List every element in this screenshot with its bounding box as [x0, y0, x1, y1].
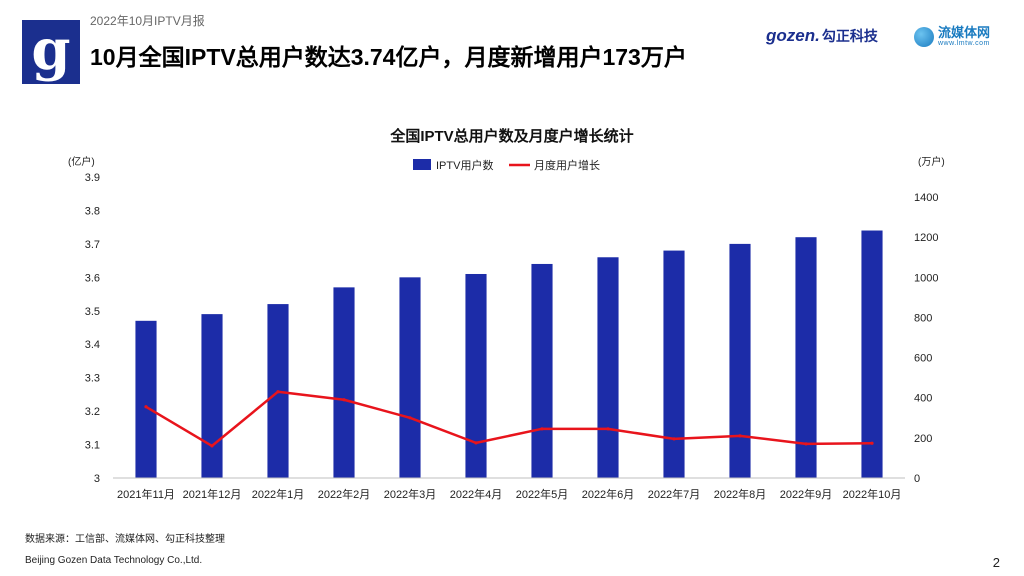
- bar-iptv-users: [531, 263, 553, 478]
- y-left-tick: 3.8: [85, 205, 100, 217]
- lmtw-brand-url: www.lmtw.com: [938, 40, 990, 47]
- x-tick-label: 2022年10月: [843, 487, 902, 501]
- point-monthly-growth: [870, 441, 874, 445]
- x-tick-label: 2022年4月: [450, 487, 503, 501]
- point-monthly-growth: [540, 427, 544, 431]
- bar-iptv-users: [729, 243, 751, 478]
- y-left-tick: 3.3: [85, 373, 100, 385]
- y-right-tick: 200: [914, 433, 932, 445]
- company-name: Beijing Gozen Data Technology Co.,Ltd.: [25, 555, 203, 566]
- y-left-tick: 3.6: [85, 272, 100, 284]
- y-left-tick: 3.2: [85, 406, 100, 418]
- gozen-brand-cn: 勾正科技: [821, 28, 878, 44]
- data-source-note: 数据来源：工信部、流媒体网、勾正科技整理: [25, 534, 225, 545]
- y-right-unit: (万户): [918, 155, 945, 168]
- legend-label-bar: IPTV用户数: [436, 158, 493, 172]
- y-left-tick: 3.1: [85, 440, 100, 452]
- x-tick-label: 2021年12月: [183, 487, 242, 501]
- x-tick-label: 2021年11月: [117, 487, 175, 501]
- point-monthly-growth: [210, 444, 214, 448]
- x-tick-label: 2022年3月: [384, 487, 437, 501]
- y-left-tick: 3.4: [85, 339, 100, 351]
- bar-iptv-users: [135, 320, 157, 478]
- y-right-tick: 400: [914, 393, 932, 405]
- bar-iptv-users: [663, 250, 685, 478]
- report-label: 2022年10月IPTV月报: [90, 14, 205, 28]
- point-monthly-growth: [804, 442, 808, 446]
- legend-label-line: 月度用户增长: [534, 158, 600, 172]
- lmtw-logo-icon: [914, 26, 934, 47]
- x-tick-label: 2022年8月: [714, 487, 767, 501]
- bar-iptv-users: [399, 277, 421, 478]
- point-monthly-growth: [672, 437, 676, 441]
- x-tick-label: 2022年6月: [582, 487, 635, 501]
- y-right-tick: 1200: [914, 232, 938, 244]
- y-right-tick: 600: [914, 353, 932, 365]
- x-tick-label: 2022年9月: [780, 487, 833, 501]
- point-monthly-growth: [606, 427, 610, 431]
- y-left-tick: 3.5: [85, 306, 100, 318]
- legend-swatch-bar: [413, 159, 431, 170]
- chart-title: 全国IPTV总用户数及月度户增长统计: [389, 127, 633, 145]
- line-monthly-growth: [145, 390, 873, 448]
- y-right-tick: 0: [914, 473, 920, 485]
- lmtw-brand-name: 流媒体网: [938, 25, 991, 40]
- y-right-tick: 1400: [914, 192, 938, 204]
- y-right-tick: 800: [914, 312, 932, 324]
- bar-iptv-users: [795, 237, 817, 478]
- y-left-tick: 3.9: [85, 172, 100, 184]
- x-tick-label: 2022年5月: [516, 487, 569, 501]
- bar-iptv-users: [333, 287, 355, 478]
- gozen-brand-name: gozen.: [766, 26, 820, 45]
- y-left-unit: (亿户): [68, 155, 95, 168]
- point-monthly-growth: [408, 416, 412, 420]
- point-monthly-growth: [276, 390, 280, 394]
- gozen-brand-logo: gozen. 勾正科技: [766, 26, 878, 46]
- bar-iptv-users: [201, 314, 223, 478]
- x-tick-label: 2022年7月: [648, 487, 701, 501]
- point-monthly-growth: [342, 398, 346, 402]
- page-number: 2: [992, 555, 1000, 570]
- y-left-tick: 3: [94, 473, 100, 485]
- y-left-tick: 3.7: [85, 239, 100, 251]
- page-headline: 10月全国IPTV总用户数达3.74亿户，月度新增用户173万户: [90, 44, 687, 70]
- point-monthly-growth: [144, 405, 148, 409]
- bar-iptv-users: [465, 273, 487, 478]
- gozen-logo: g: [22, 20, 80, 84]
- lmtw-brand-logo: 流媒体网 www.lmtw.com: [914, 26, 990, 47]
- bar-iptv-users: [861, 230, 883, 478]
- bar-iptv-users: [597, 257, 619, 478]
- x-tick-label: 2022年1月: [252, 487, 305, 501]
- x-tick-label: 2022年2月: [318, 487, 371, 501]
- y-right-tick: 1000: [914, 272, 938, 284]
- point-monthly-growth: [474, 441, 478, 445]
- point-monthly-growth: [738, 434, 742, 438]
